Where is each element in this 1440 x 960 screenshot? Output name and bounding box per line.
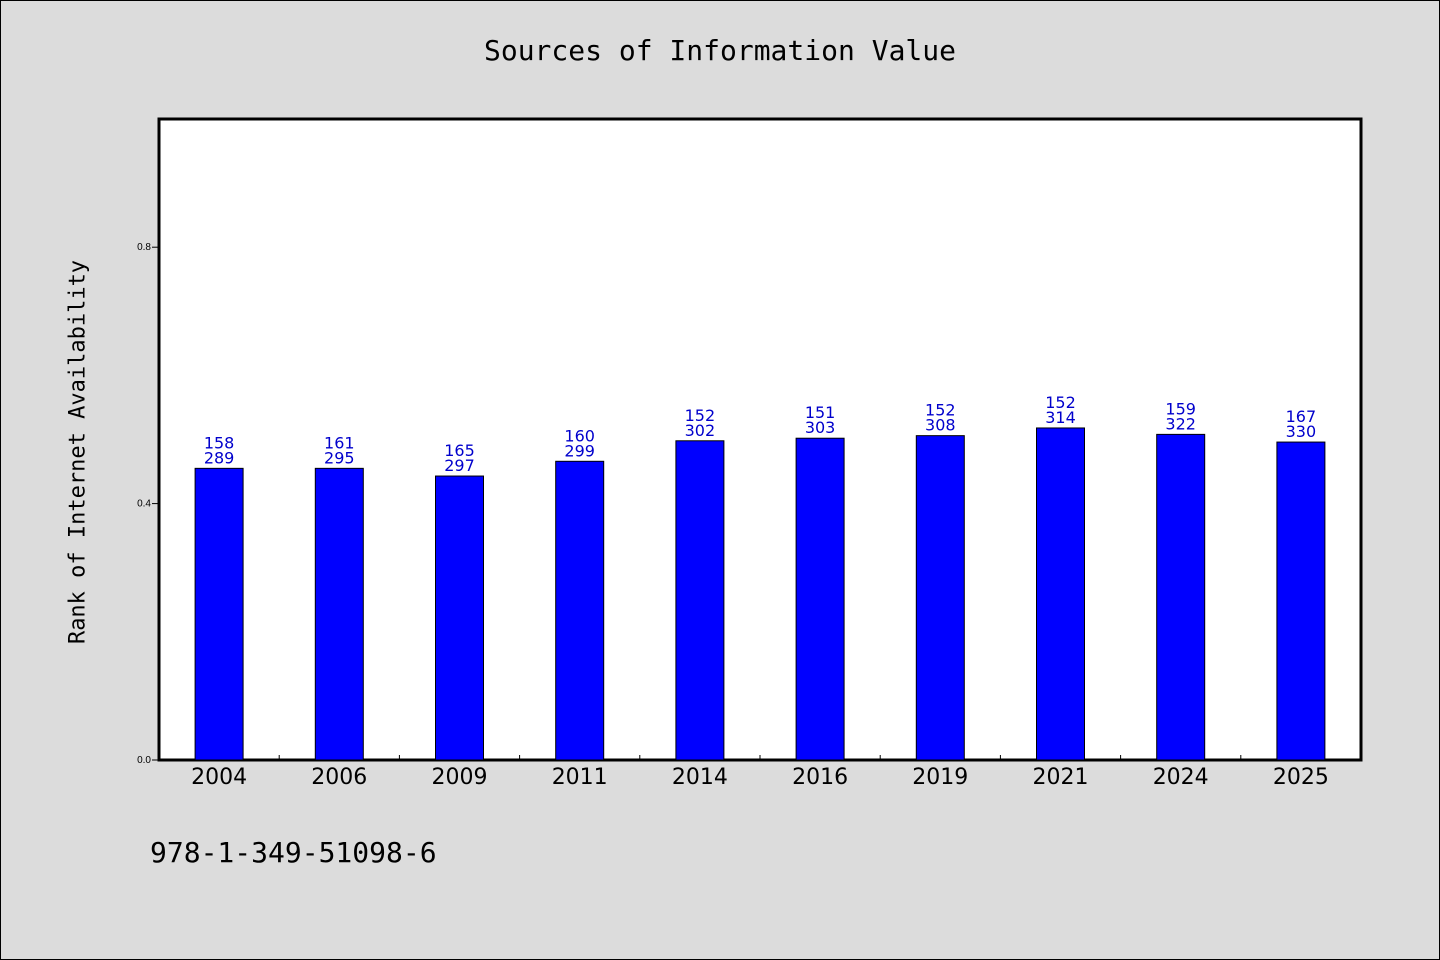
bar-2024: [1156, 433, 1206, 761]
x-tick-label: 2014: [672, 765, 728, 790]
bar-label-top: 161: [324, 433, 355, 452]
bar-label-bottom: 308: [925, 416, 956, 435]
bars: [194, 427, 1326, 761]
x-axis-ticks: [278, 755, 1242, 760]
x-tick-label: 2009: [432, 765, 488, 790]
bar-label-top: 152: [685, 406, 716, 425]
x-tick-label: 2019: [912, 765, 968, 790]
y-axis-ticks: 0.0 0.4 0.8: [137, 242, 159, 766]
bar-2011: [555, 460, 605, 761]
bar-2019: [915, 435, 965, 761]
y-tick-label: 0.0: [137, 755, 151, 766]
x-tick-label: 2021: [1033, 765, 1089, 790]
bar-2014: [675, 440, 725, 761]
x-tick-label: 2011: [552, 765, 608, 790]
x-tick-label: 2004: [191, 765, 247, 790]
x-tick-label: 2016: [792, 765, 848, 790]
x-axis-categories: 2004 2006 2009 2011 2014 2016 2019 2021 2024 2025: [191, 765, 1329, 790]
y-tick-label: 0.4: [137, 499, 151, 510]
bar-label-top: 159: [1165, 399, 1196, 418]
bar-label-bottom: 314: [1045, 408, 1076, 427]
bar-2009: [435, 475, 484, 761]
bar-label-top: 152: [925, 401, 956, 420]
bar-label-top: 165: [444, 441, 475, 460]
bar-label-bottom: 303: [805, 418, 836, 437]
bar-label-top: 152: [1045, 393, 1076, 412]
isbn-footnote: 978-1-349-51098-6: [150, 836, 437, 869]
bar-2004: [194, 467, 244, 761]
bar-label-bottom: 289: [204, 448, 235, 467]
bar-label-top: 160: [564, 426, 595, 445]
bar-label-bottom: 297: [444, 456, 475, 475]
x-tick-label: 2006: [311, 765, 367, 790]
bar-2021: [1036, 427, 1085, 761]
bar-2006: [314, 467, 364, 761]
x-tick-label: 2025: [1273, 765, 1329, 790]
bar-label-top: 167: [1286, 407, 1317, 426]
y-tick-label: 0.8: [137, 242, 151, 253]
bar-2025: [1276, 441, 1326, 761]
bar-label-bottom: 302: [685, 421, 716, 440]
bar-label-top: 158: [204, 433, 235, 452]
bar-label-top: 151: [805, 403, 836, 422]
bar-label-bottom: 322: [1165, 414, 1196, 433]
chart-title: Sources of Information Value: [483, 34, 956, 67]
x-tick-label: 2024: [1153, 765, 1209, 790]
bar-label-bottom: 330: [1286, 422, 1317, 441]
bar-label-bottom: 295: [324, 448, 355, 467]
bar-2016: [795, 437, 845, 761]
bar-label-bottom: 299: [564, 441, 595, 460]
